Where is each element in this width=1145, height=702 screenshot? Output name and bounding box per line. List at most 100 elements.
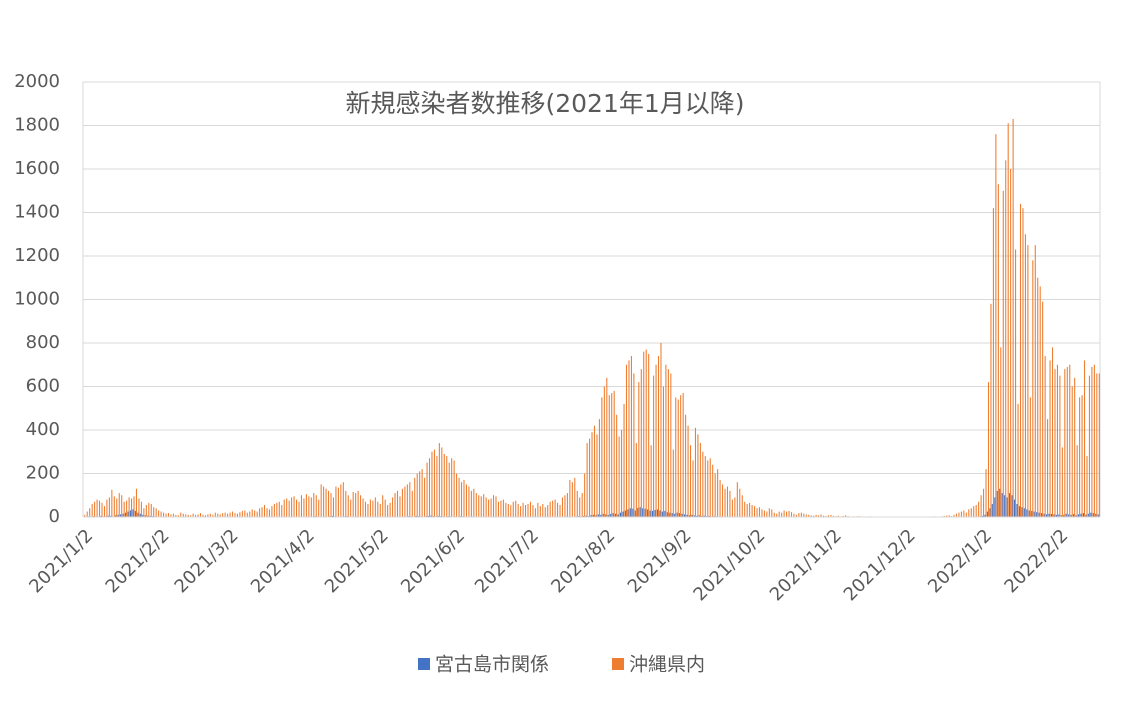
bar — [618, 436, 620, 517]
bar — [667, 369, 669, 517]
bar — [177, 515, 179, 517]
bar — [965, 512, 967, 517]
bar — [694, 427, 696, 517]
x-tick-label: 2021/4/2 — [247, 525, 319, 597]
bar — [709, 458, 711, 517]
bar — [552, 500, 554, 517]
bar — [625, 364, 628, 517]
bar — [712, 464, 714, 517]
bar — [980, 495, 982, 517]
bar — [113, 496, 115, 517]
bar — [150, 503, 152, 517]
bar — [415, 515, 417, 517]
bar — [617, 514, 619, 517]
bar — [659, 510, 661, 517]
bar — [89, 508, 91, 517]
bar — [1080, 513, 1082, 517]
bar — [352, 491, 354, 517]
bar — [117, 514, 119, 517]
bar — [332, 497, 335, 517]
bar — [808, 514, 810, 517]
bar — [190, 515, 192, 517]
bar — [549, 501, 551, 517]
bar — [1023, 508, 1025, 517]
bar — [622, 511, 624, 517]
y-tick-label: 1400 — [14, 202, 60, 223]
bar — [313, 493, 315, 517]
bar — [441, 447, 443, 517]
bar — [140, 501, 142, 517]
bar — [320, 484, 322, 517]
bar — [576, 490, 578, 517]
bar — [1021, 507, 1023, 517]
bar — [1053, 514, 1055, 517]
bar — [955, 513, 958, 517]
bar — [1001, 493, 1003, 517]
bar — [520, 506, 522, 517]
bar — [502, 499, 504, 517]
bar — [127, 511, 129, 517]
bar — [657, 356, 660, 517]
bar — [347, 495, 349, 517]
bar — [1002, 190, 1004, 517]
bar — [1024, 234, 1026, 517]
bar — [615, 513, 617, 517]
bar — [704, 456, 706, 517]
bar — [500, 500, 502, 517]
bar — [600, 514, 602, 517]
bar — [337, 487, 339, 517]
bar — [795, 514, 797, 517]
bar — [1000, 347, 1002, 517]
bar — [672, 449, 674, 517]
bar — [698, 515, 700, 517]
bar — [1044, 356, 1046, 517]
bar — [566, 493, 568, 517]
bar — [251, 509, 253, 517]
bar — [529, 501, 532, 517]
bar — [1066, 366, 1068, 517]
bar — [401, 488, 403, 517]
bar — [842, 515, 844, 517]
bar — [687, 425, 689, 517]
bar — [460, 482, 463, 517]
bar — [470, 490, 472, 517]
bar — [731, 499, 733, 517]
bar — [138, 498, 140, 517]
bar — [771, 509, 773, 517]
bar — [605, 514, 607, 517]
bar — [635, 443, 637, 517]
bar — [122, 513, 124, 517]
bar — [443, 453, 445, 517]
bar — [121, 495, 123, 517]
bar — [671, 513, 673, 517]
bar — [1047, 419, 1049, 517]
bar — [741, 495, 743, 517]
bar — [637, 507, 639, 517]
bar — [564, 495, 566, 517]
bar — [623, 403, 625, 517]
bar — [613, 390, 615, 517]
bar — [595, 515, 597, 517]
bar — [268, 509, 270, 517]
bar — [701, 515, 703, 517]
bar — [128, 497, 130, 517]
bar — [1098, 373, 1100, 517]
bar — [406, 484, 408, 517]
bar — [387, 505, 389, 517]
bar — [607, 514, 609, 517]
bar — [813, 515, 815, 517]
bar — [182, 513, 184, 517]
bar — [627, 509, 629, 517]
bar — [229, 512, 231, 517]
bar — [696, 515, 698, 517]
bar — [428, 458, 431, 517]
y-tick-label: 1200 — [14, 245, 60, 266]
x-tick-label: 2021/2/2 — [102, 525, 174, 597]
bar — [586, 443, 588, 517]
bar — [1017, 403, 1019, 517]
bar — [278, 501, 280, 517]
bar — [144, 515, 146, 517]
bar — [149, 515, 151, 517]
x-tick-label: 2022/1/2 — [924, 525, 996, 597]
